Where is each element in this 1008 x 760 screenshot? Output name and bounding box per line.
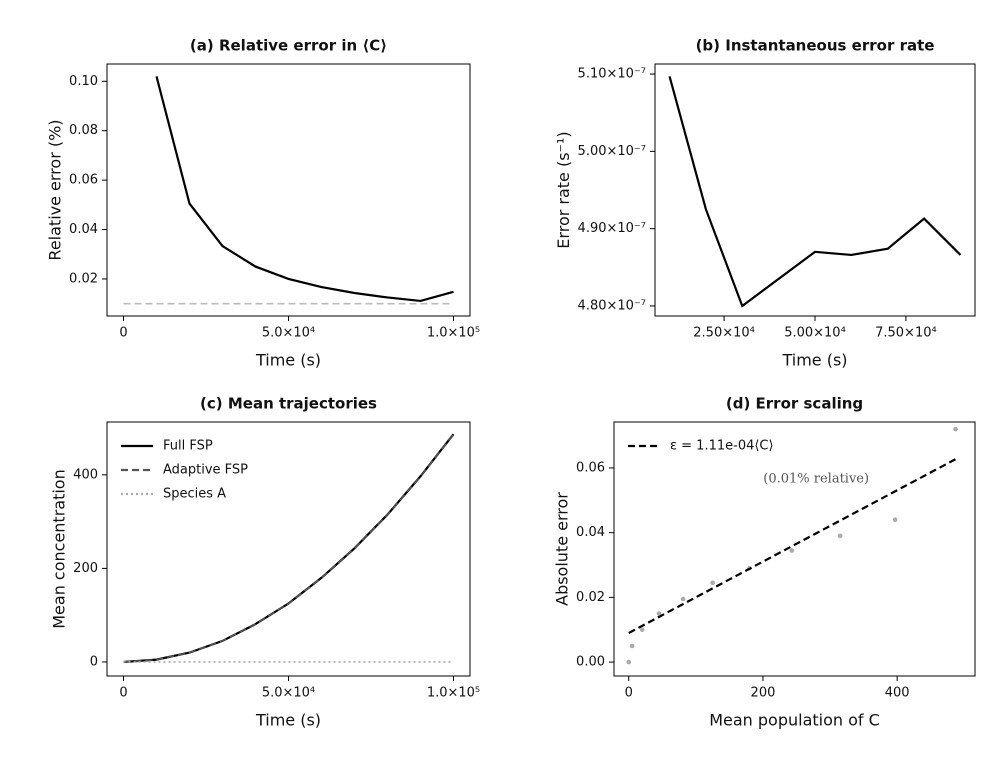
y-tick-label: 0 (90, 654, 98, 669)
data-point (710, 580, 715, 586)
x-tick-label: 0 (119, 326, 127, 341)
x-tick-label: 5.00×10⁴ (784, 326, 846, 341)
data-point (837, 533, 843, 539)
x-axis-label: Time (s) (255, 351, 321, 370)
legend-label: Species A (163, 487, 226, 502)
plot-frame (654, 63, 976, 317)
y-tick-label: 5.00×10⁻⁷ (578, 144, 646, 159)
y-tick-label: 0.06 (69, 173, 98, 188)
y-tick-label: 4.80×10⁻⁷ (578, 298, 646, 313)
plot-frame (106, 63, 471, 317)
panel-title: (c) Mean trajectories (200, 395, 377, 413)
panel-title: (d) Error scaling (726, 395, 863, 413)
panel-title: (a) Relative error in ⟨C⟩ (190, 37, 387, 55)
panel: (c) Mean trajectories Time (s) 0 200 400 0 5.0… (50, 395, 480, 730)
y-axis-label: Absolute error (553, 492, 572, 606)
y-tick-label: 400 (73, 467, 98, 482)
y-tick-label: 0.04 (69, 222, 98, 237)
data-line (668, 76, 962, 308)
y-tick-label: 0.06 (576, 460, 605, 475)
y-axis-label: Error rate (s⁻¹) (554, 131, 573, 248)
annotation: (0.01% relative) (763, 472, 869, 487)
x-tick-label: 1.0×10⁵ (427, 326, 480, 341)
panel: (b) Instantaneous error rate Time (s) 4.80… (554, 37, 976, 370)
legend-label: Adaptive FSP (163, 463, 248, 478)
data-point (656, 611, 662, 616)
data-point (639, 627, 645, 633)
x-axis-label: Mean population of C (709, 711, 880, 730)
panel-title: (b) Instantaneous error rate (696, 37, 935, 55)
plot-frame (106, 421, 471, 677)
y-tick-label: 0.10 (69, 74, 98, 89)
y-tick-label: 5.10×10⁻⁷ (578, 67, 646, 82)
x-tick-label: 200 (751, 686, 776, 701)
x-tick-label: 5.0×10⁴ (262, 686, 315, 701)
x-axis-label: Time (s) (255, 711, 321, 730)
y-tick-label: 4.90×10⁻⁷ (578, 221, 646, 236)
data-point (680, 596, 686, 602)
x-tick-label: 7.50×10⁴ (875, 326, 937, 341)
x-tick-label: 5.0×10⁴ (262, 326, 315, 341)
y-tick-label: 0.04 (576, 525, 605, 540)
y-tick-label: 0.08 (69, 123, 98, 138)
x-tick-label: 0 (119, 686, 127, 701)
data-line (155, 76, 454, 303)
y-tick-label: 0.02 (69, 271, 98, 286)
panel: (d) Error scaling Mean population of C 0.0… (553, 395, 976, 730)
data-line (628, 458, 957, 634)
y-axis-label: Mean concentration (50, 469, 69, 629)
y-axis-label: Relative error (%) (46, 119, 65, 260)
x-tick-label: 0 (625, 686, 633, 701)
y-tick-label: 0.02 (576, 590, 605, 605)
x-tick-label: 2.50×10⁴ (693, 326, 755, 341)
plot-frame (613, 421, 976, 677)
legend-label: Full FSP (163, 439, 213, 454)
data-line (123, 433, 455, 663)
legend-label: ε = 1.11e-04⟨C⟩ (670, 439, 774, 454)
x-tick-label: 1.0×10⁵ (427, 686, 480, 701)
panel: (a) Relative error in ⟨C⟩ Time (s) 0.02 0.0… (46, 37, 481, 370)
x-tick-label: 400 (885, 686, 910, 701)
x-axis-label: Time (s) (781, 351, 847, 370)
data-point (789, 548, 795, 553)
data-point (626, 659, 632, 665)
data-point (629, 643, 635, 649)
y-tick-label: 200 (73, 561, 98, 576)
data-point (892, 517, 898, 523)
y-tick-label: 0.00 (576, 655, 605, 670)
data-point (953, 426, 958, 432)
